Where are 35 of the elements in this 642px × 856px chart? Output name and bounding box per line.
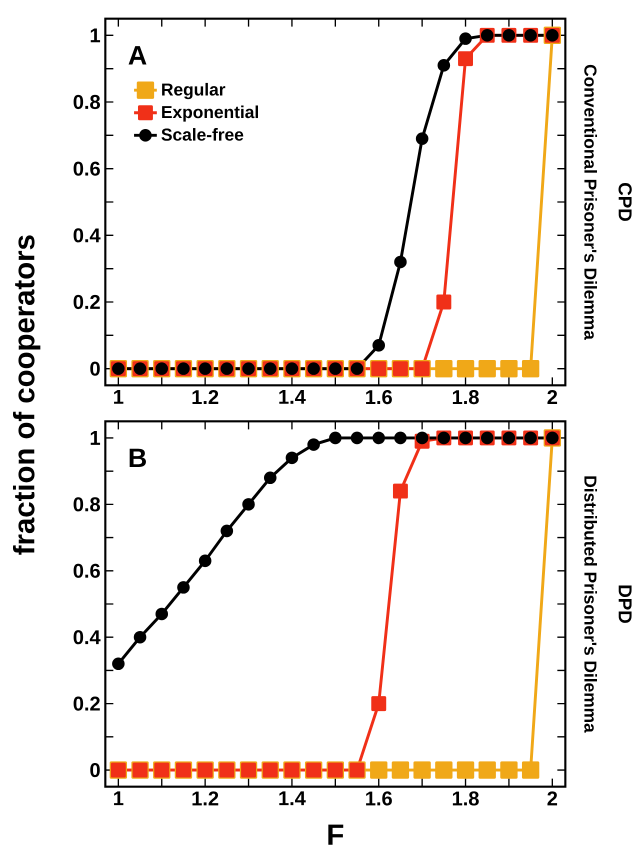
x-tick-label: 2 xyxy=(547,791,558,806)
x-tick-label: 1.6 xyxy=(366,791,392,806)
x-tick-label: 1.8 xyxy=(452,791,479,806)
y-tick-label: 0.6 xyxy=(74,564,100,578)
x-tick-label: 1.4 xyxy=(279,390,306,404)
y-tick-label: 0.2 xyxy=(74,696,100,711)
y-tick-label: 0 xyxy=(90,762,100,778)
x-tick-label: 1.2 xyxy=(192,791,218,806)
annotation: A xyxy=(128,46,146,64)
y-tick-label: 0.8 xyxy=(74,497,100,512)
x-tick-label: 1.6 xyxy=(366,390,392,404)
legend-label: Regular xyxy=(162,82,226,100)
y-tick-label: 0.2 xyxy=(74,294,100,310)
y-tick-label: 0.4 xyxy=(74,228,101,242)
y-tick-label: 0.4 xyxy=(74,630,101,644)
text: Conventional Prisoner's Dilemma xyxy=(584,64,598,340)
x-tick-label: 1 xyxy=(114,390,124,404)
y-tick-label: 1 xyxy=(90,28,100,42)
x-tick-label: 1.2 xyxy=(192,390,218,404)
legend-label: Scale-free xyxy=(161,128,244,141)
text: DPD xyxy=(618,586,632,623)
text: CPD xyxy=(618,183,632,221)
x-tick-label: 1.8 xyxy=(452,390,479,404)
annotation: B xyxy=(130,448,146,468)
x-tick-label: 1 xyxy=(114,791,124,806)
y-tick-label: 0.6 xyxy=(74,162,100,176)
y-tick-label: 1 xyxy=(90,431,100,445)
legend-label: Exponential xyxy=(162,105,258,122)
y-axis-title: fraction of cooperators xyxy=(12,235,40,555)
x-tick-label: 2 xyxy=(547,390,558,404)
x-axis-title: F xyxy=(328,824,344,845)
y-tick-label: 0 xyxy=(90,362,100,376)
y-tick-label: 0.8 xyxy=(74,94,100,110)
text: Distributed Prisoner's Dilemma xyxy=(584,476,598,733)
x-tick-label: 1.4 xyxy=(279,791,306,806)
